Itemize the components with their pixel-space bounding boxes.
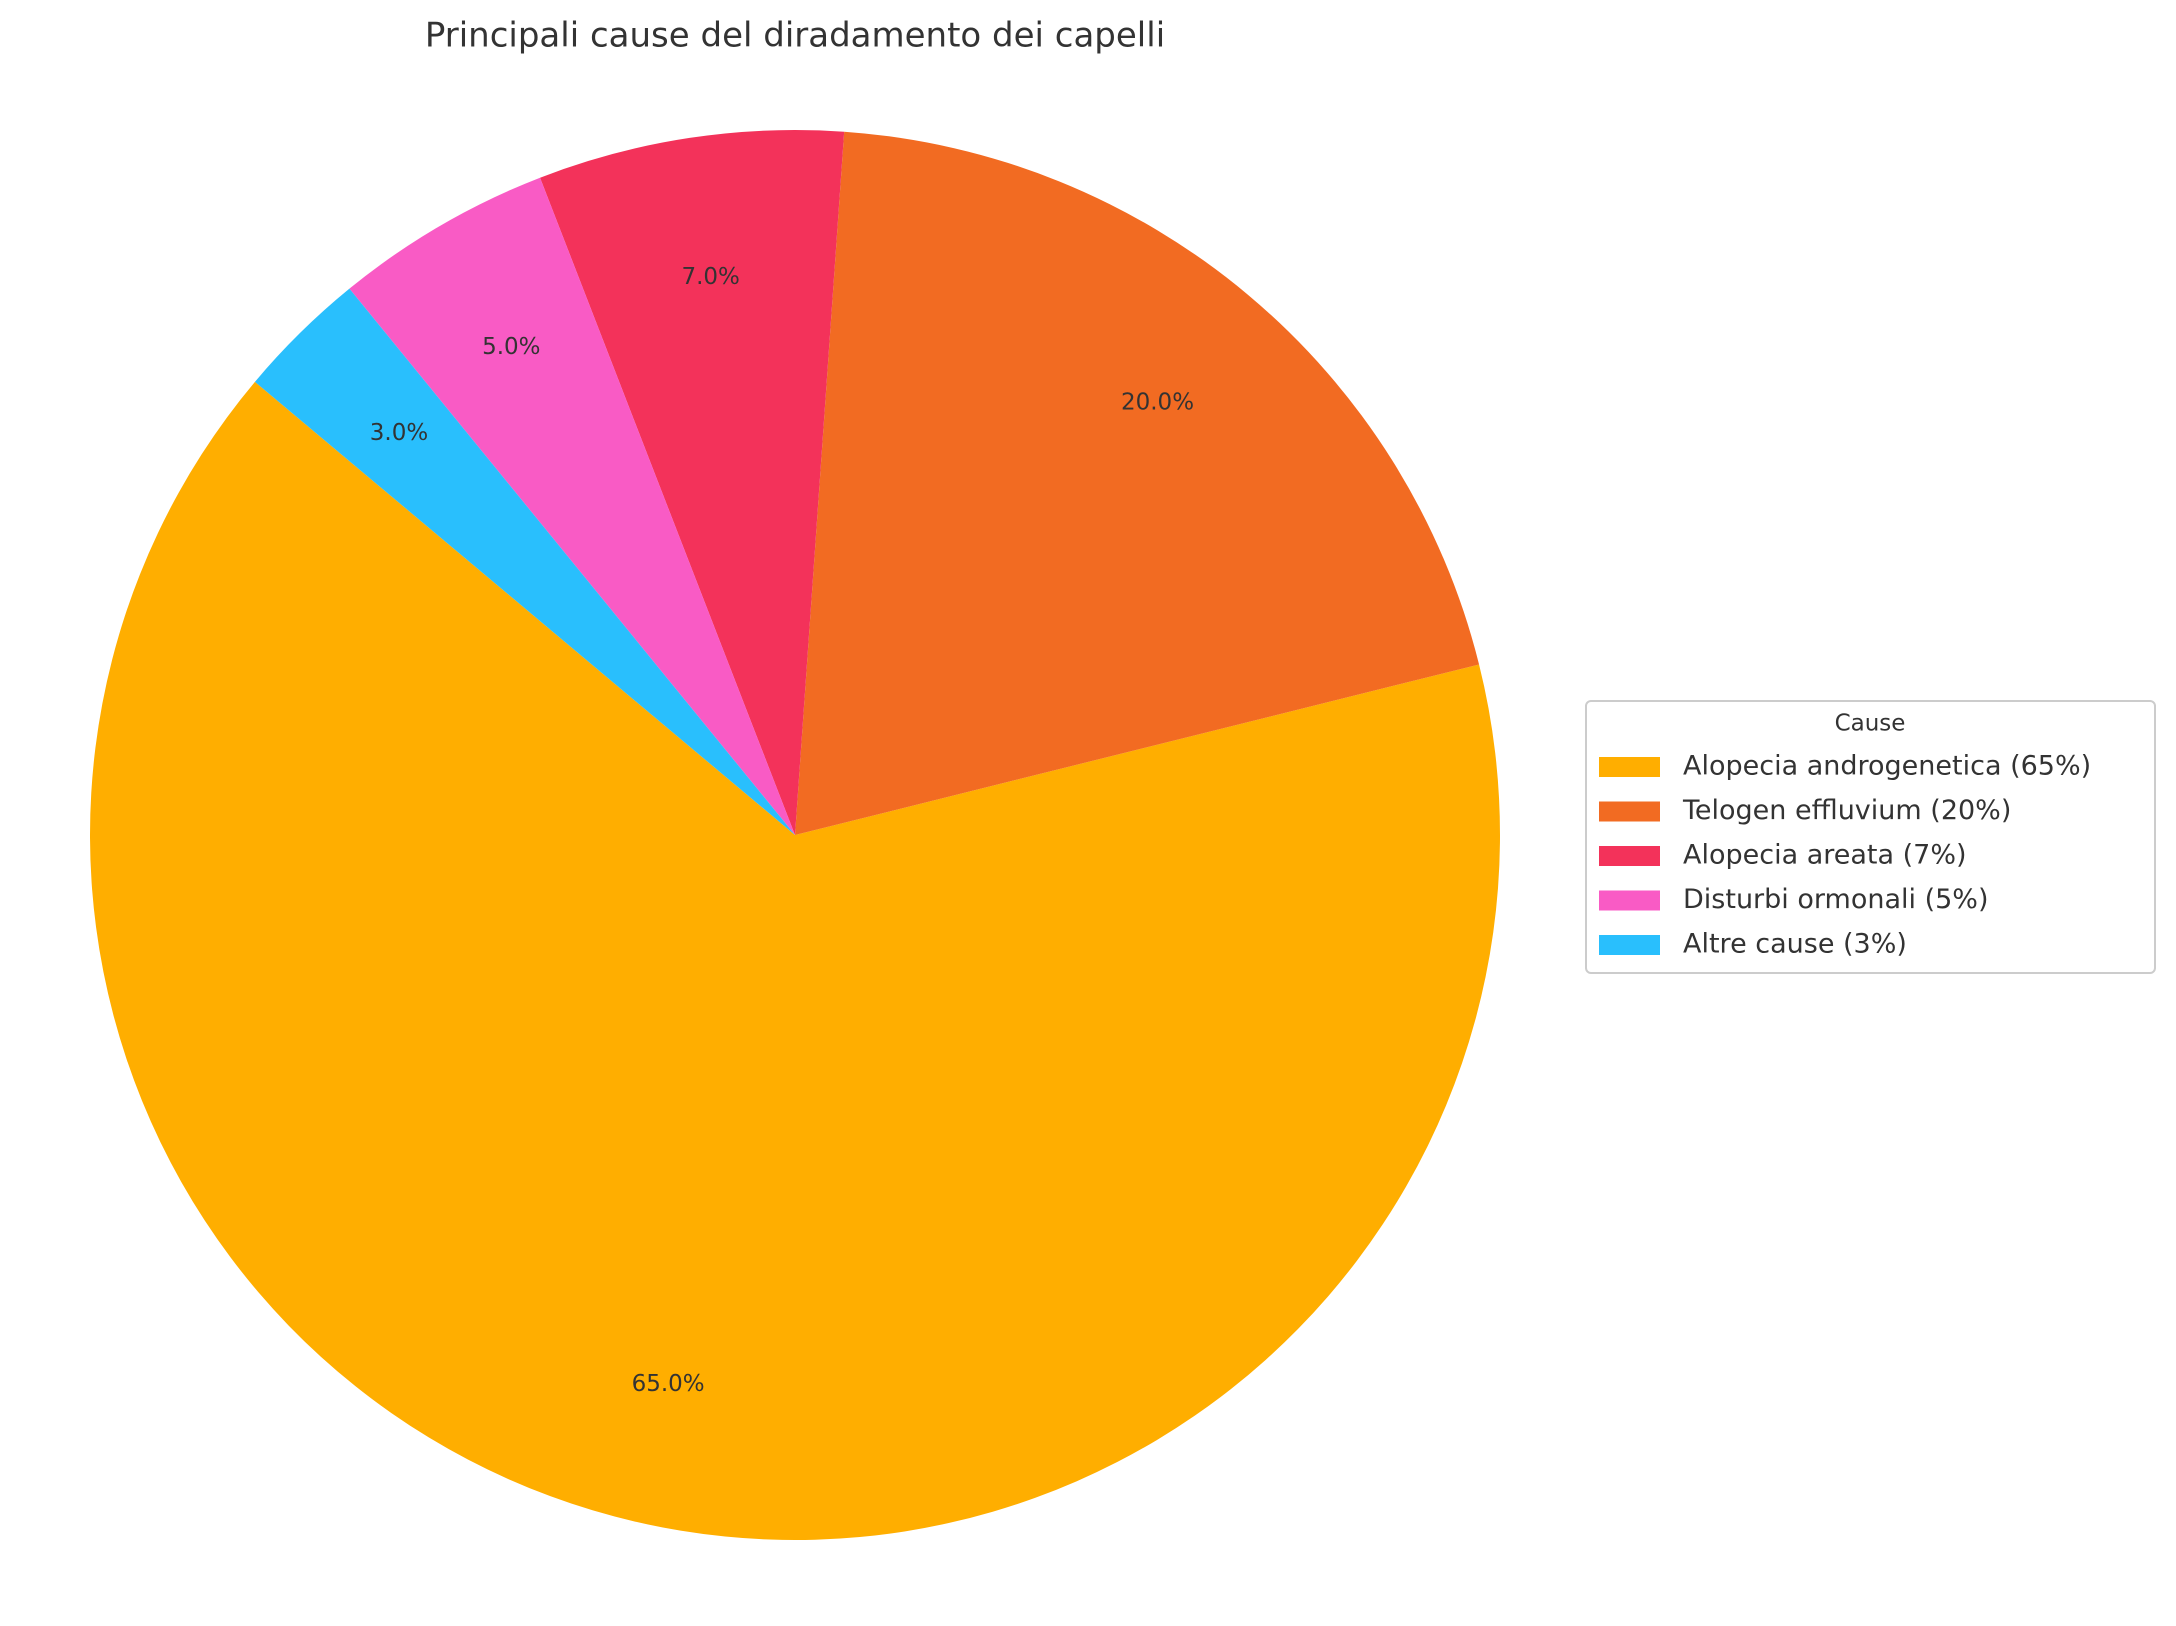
legend-label: Alopecia areata (7%) xyxy=(1683,840,1967,871)
pie-slice xyxy=(795,131,1480,835)
pie: 65.0% 20.0% 7.0% 5.0% 3.0% xyxy=(90,130,1500,1541)
legend-swatch xyxy=(1599,801,1660,822)
slice-label: 5.0% xyxy=(482,334,540,360)
legend-swatch xyxy=(1599,846,1660,866)
legend-swatch xyxy=(1599,935,1660,955)
legend-swatch xyxy=(1599,757,1660,777)
legend-label: Telogen effluvium (20%) xyxy=(1682,795,2011,826)
legend-label: Altre cause (3%) xyxy=(1683,929,1907,960)
legend: Cause Alopecia androgenetica (65%) Teloge… xyxy=(1585,700,2156,974)
pie-slice xyxy=(90,381,1500,1541)
legend-label: Disturbi ormonali (5%) xyxy=(1683,884,1989,915)
legend-frame xyxy=(1585,700,2156,974)
pie-slice xyxy=(349,177,795,835)
slice-label: 65.0% xyxy=(632,1371,705,1397)
legend-label: Alopecia androgenetica (65%) xyxy=(1683,751,2091,782)
legend-title: Cause xyxy=(1835,711,1906,737)
legend-swatch xyxy=(1599,890,1660,911)
pie-slice xyxy=(254,288,796,835)
slice-label: 3.0% xyxy=(370,420,428,446)
slice-label: 20.0% xyxy=(1121,389,1194,415)
pie-slice xyxy=(540,130,845,835)
chart-title: Principali cause del diradamento dei cap… xyxy=(425,16,1165,56)
slice-label: 7.0% xyxy=(681,264,739,290)
